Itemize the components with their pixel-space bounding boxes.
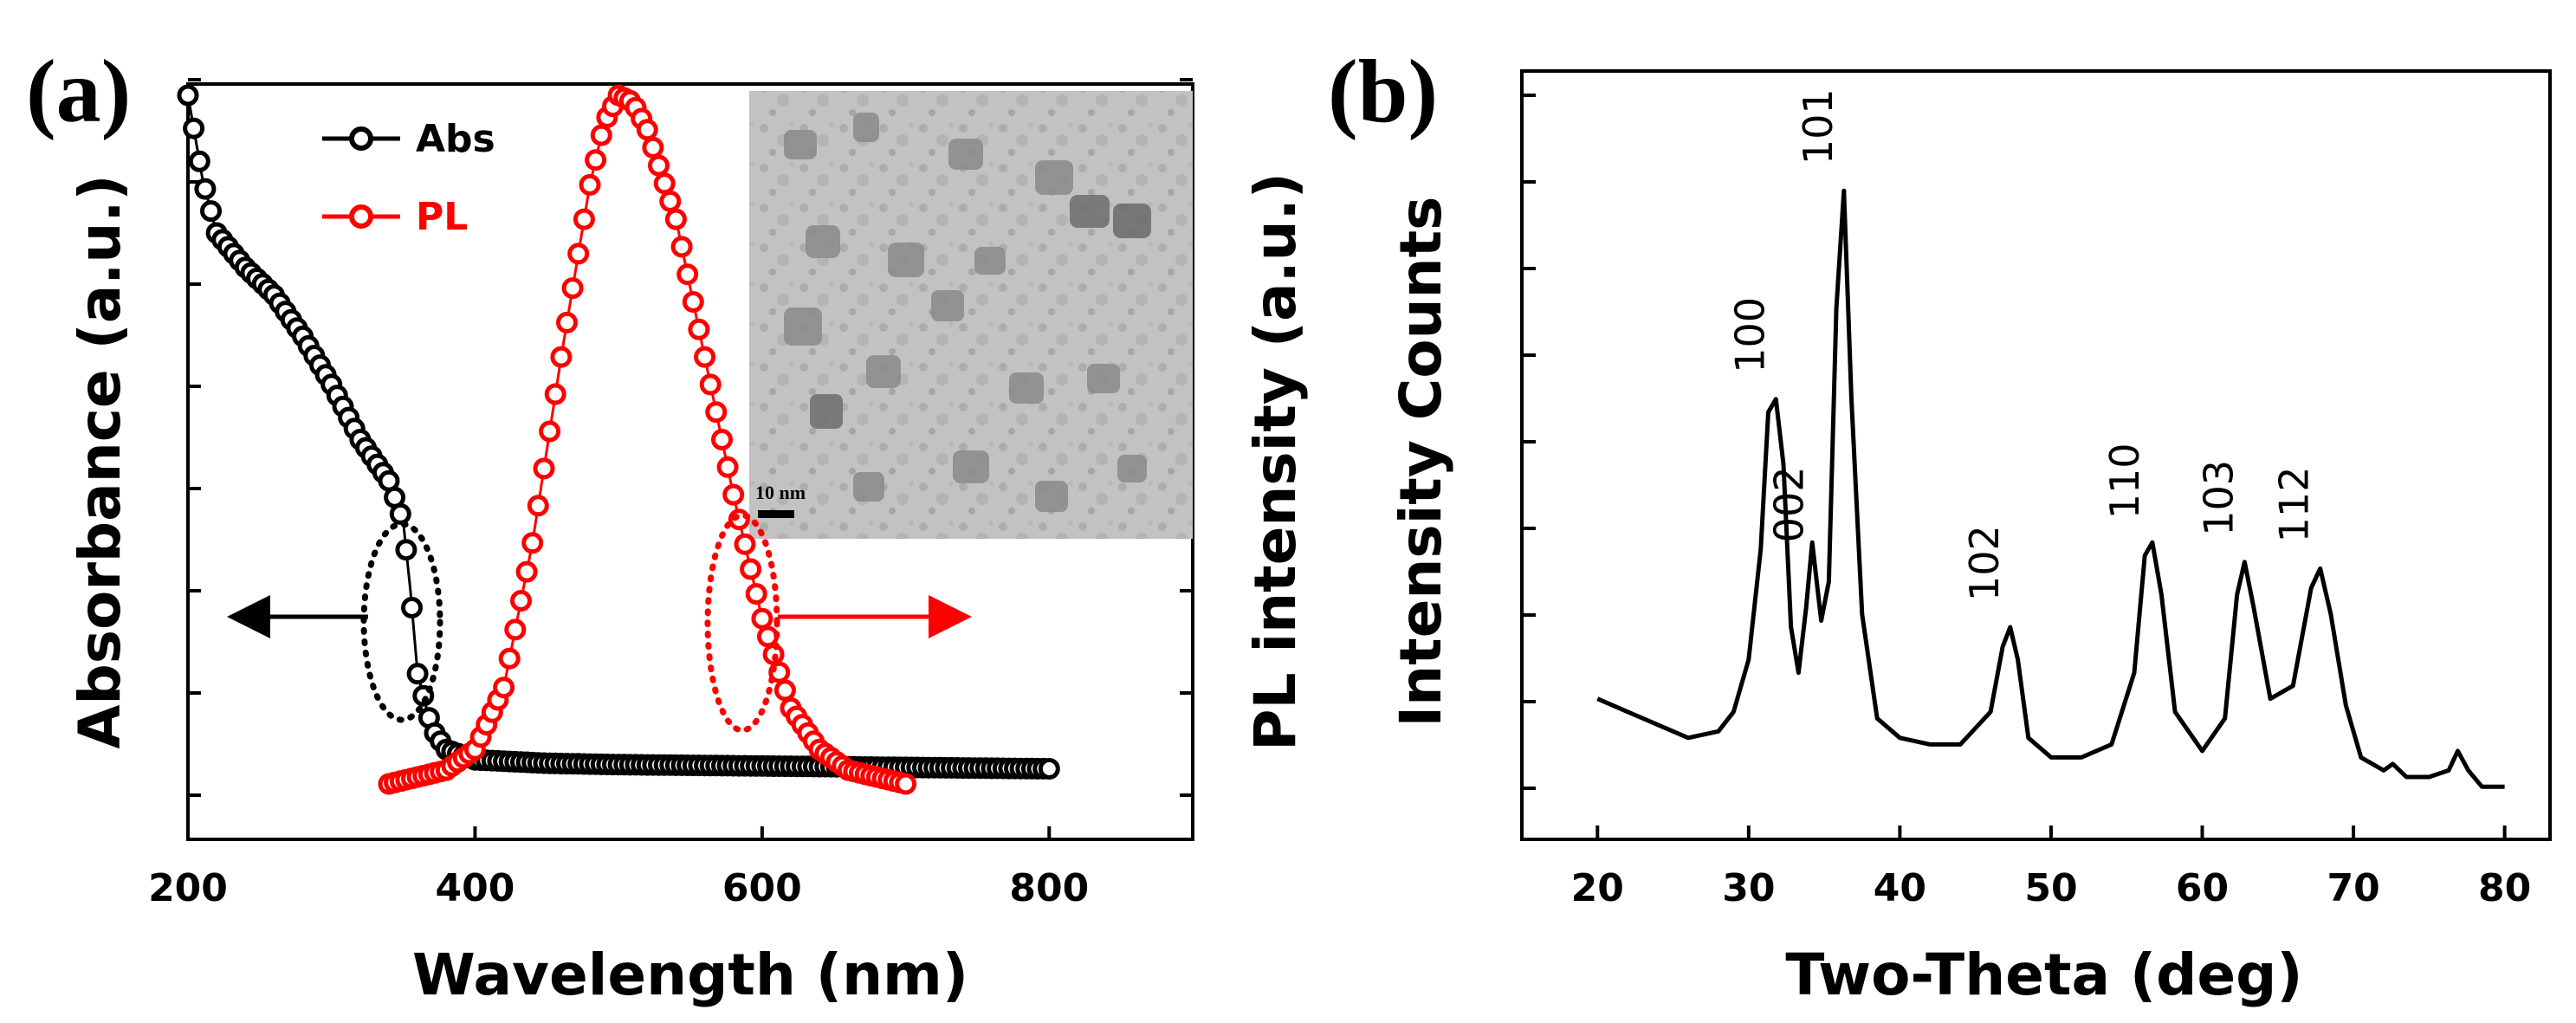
pl-data-point [734,533,756,555]
abs-data-point [200,200,222,223]
pl-data-point [561,277,584,300]
panel-b-x-tick-label: 40 [1874,866,1926,910]
xrd-peak-label: 110 [2101,443,2148,519]
panel-b-x-axis-title: Two-Theta (deg) [1785,942,2302,1008]
abs-data-point [1038,758,1060,780]
xrd-peak-labels: 100 002 101 102 110 103 112 [1726,88,2317,601]
pl-data-point [682,291,704,313]
pl-axis-indicator-ellipse [704,512,780,734]
abs-data-point [177,84,199,107]
pl-data-point [573,208,595,230]
pl-data-point [664,208,687,230]
pl-data-point [585,149,607,172]
panel-a-x-tick-label: 600 [722,866,802,910]
pl-data-point [694,346,716,368]
pl-data-point [527,495,549,517]
panel-a-x-tick-label: 200 [148,866,228,910]
pl-data-point [670,236,693,258]
abs-data-point [401,597,423,618]
panel-b-x-ticks: 20 30 40 50 60 70 80 [1571,826,2531,910]
pl-data-point [895,773,917,795]
xrd-peak-label: 103 [2195,460,2242,536]
panel-b-x-tick-label: 30 [1722,866,1775,910]
pl-data-point [688,318,710,340]
tem-inset-image [749,91,1193,539]
panel-a-left-y-axis-title: Absorbance (a.u.) [67,174,133,748]
abs-data-point [389,502,411,525]
abs-data-point [395,539,417,561]
panel-a-right-y-axis-title: PL intensity (a.u.) [1242,172,1309,751]
pl-data-point [515,560,538,583]
pl-data-point [590,124,612,146]
pl-data-point [653,172,676,195]
abs-data-point [183,117,205,139]
legend-abs-label: Abs [416,117,495,161]
pl-data-point [579,173,601,196]
abs-series [177,84,1060,780]
pl-data-point [699,373,722,396]
pl-data-point [716,456,739,478]
pl-data-point [722,483,745,506]
pl-data-point [544,383,566,405]
abs-data-point [188,150,210,172]
pl-data-point [711,429,733,450]
xrd-peak-label: 102 [1961,525,2008,601]
abs-data-point [406,663,429,685]
xrd-peak-label: 101 [1795,88,1841,165]
panel-a-x-tick-label: 400 [435,866,515,910]
panel-b-y-ticks [1522,94,1536,790]
legend-pl-label: PL [416,195,468,239]
pl-data-point [521,532,544,554]
pl-data-point [504,618,527,641]
pl-data-point [705,401,728,424]
panel-b-x-tick-label: 80 [2478,866,2531,910]
xrd-series [1596,188,2505,789]
panel-b-y-axis-title: Intensity Counts [1388,197,1454,728]
panel-a-letter: (a) [26,42,131,141]
pl-data-point [636,119,658,141]
panel-a-x-ticks: 200 400 600 800 [148,826,1089,910]
pl-series [378,84,917,795]
pl-data-point [498,647,521,670]
panel-b-x-tick-label: 70 [2327,866,2379,910]
pl-data-point [740,558,762,580]
pl-data-point [533,457,555,480]
legend-pl-marker [349,204,373,229]
pl-data-point [751,607,773,630]
pl-data-point [550,346,573,368]
panel-a-legend: Abs PL [322,117,495,239]
pl-data-point [659,190,682,212]
pl-data-point [676,263,699,286]
panel-a: (a) 200 400 600 800 Wavelength (nm) Absorba… [26,42,1309,1008]
panel-b-x-tick-label: 60 [2176,866,2229,910]
pl-data-point [642,136,664,159]
panel-a-x-tick-label: 800 [1009,866,1089,910]
panel-a-x-axis-title: Wavelength (nm) [412,942,968,1008]
panel-b-plot-frame [1520,69,2552,841]
panel-b-letter: (b) [1328,42,1438,141]
legend-abs-marker [349,126,373,151]
abs-axis-indicator-ellipse [360,521,443,723]
pl-data-point [493,677,515,699]
pl-data-point [556,311,578,333]
pl-data-point [539,420,561,443]
panel-b-x-tick-label: 20 [1571,866,1624,910]
xrd-line [1596,188,2505,789]
pl-data-point [510,590,532,612]
pl-data-point [567,243,590,265]
xrd-peak-label: 002 [1766,467,1813,543]
pl-data-point [648,154,670,177]
panel-b: (b) 20 30 40 50 60 70 80 100 002 101 102 110 103 112… [1328,42,2552,1008]
tem-scale-bar-label: 10 nm [755,482,806,503]
panel-b-x-tick-label: 50 [2024,866,2077,910]
pl-data-point [745,583,767,605]
xrd-peak-label: 112 [2271,467,2318,543]
pl-data-point [773,679,796,702]
abs-data-point [194,178,217,200]
xrd-peak-label: 100 [1726,297,1773,373]
